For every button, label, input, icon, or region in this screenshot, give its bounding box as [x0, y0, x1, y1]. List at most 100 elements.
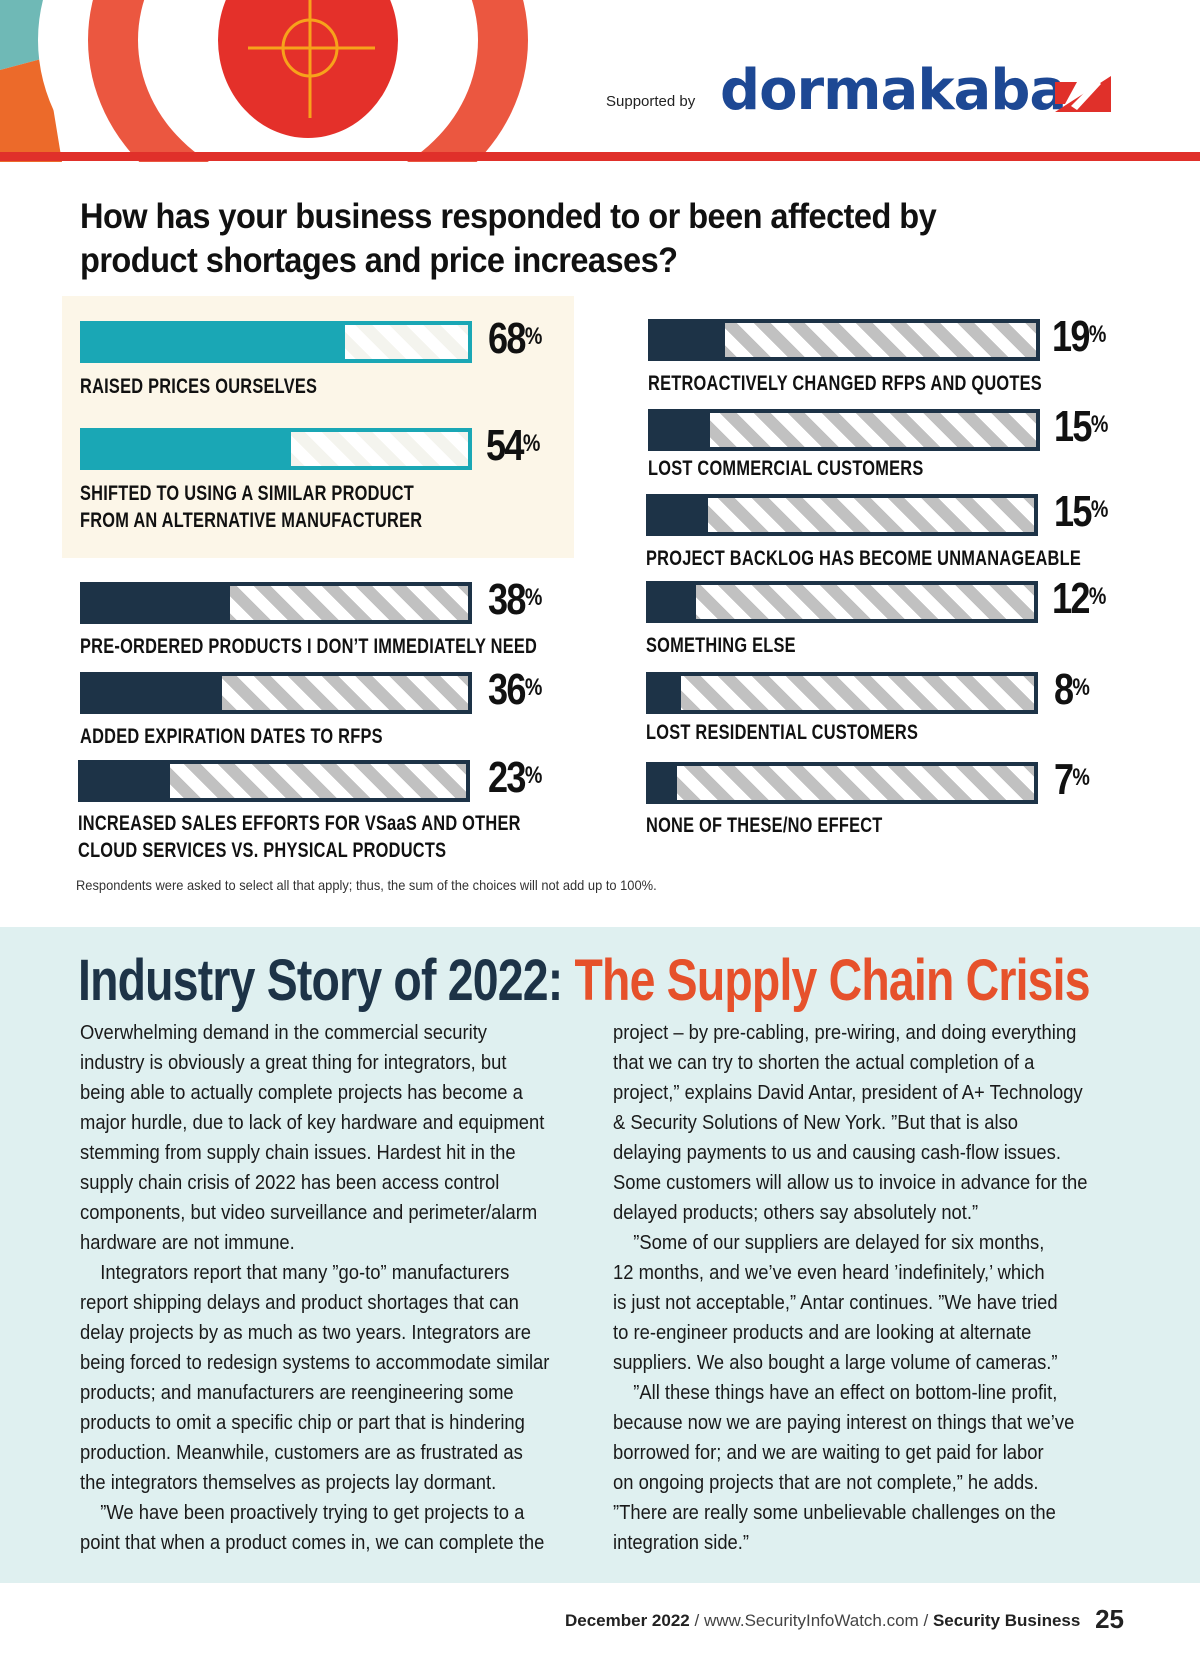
- value-number: 68: [488, 314, 526, 363]
- chart-footnote: Respondents were asked to select all tha…: [76, 877, 657, 893]
- label-line: SHIFTED TO USING A SIMILAR PRODUCT: [80, 482, 415, 505]
- story-text-line: ”All these things have an effect on bott…: [633, 1382, 1058, 1404]
- percent-sign: %: [522, 430, 541, 457]
- story-text-line: & Security Solutions of New York. ”But t…: [613, 1112, 1019, 1134]
- story-text-line: because now we are paying interest on th…: [613, 1412, 1075, 1434]
- story-text-line: Some customers will allow us to invoice …: [613, 1172, 1088, 1194]
- label-line: CLOUD SERVICES VS. PHYSICAL PRODUCTS: [78, 839, 447, 862]
- story-title-highlight: The Supply Chain Crisis: [574, 948, 1090, 1013]
- bar: [646, 494, 1038, 536]
- story-text-line: delaying payments to us and causing cash…: [613, 1142, 1061, 1164]
- value-number: 54: [486, 421, 524, 470]
- page-number: 25: [1095, 1604, 1124, 1634]
- footer-separator: /: [923, 1611, 929, 1630]
- story-text-line: point that when a product comes in, we c…: [80, 1532, 545, 1554]
- story-text-line: components, but video surveillance and p…: [80, 1202, 538, 1224]
- story-text-line: report shipping delays and product short…: [80, 1292, 519, 1314]
- bar-value-label: 15%: [1054, 490, 1108, 534]
- percent-sign: %: [1090, 411, 1109, 438]
- story-text-line: integration side.”: [613, 1532, 750, 1554]
- value-number: 7: [1054, 755, 1074, 804]
- header-illustration: [0, 0, 1200, 162]
- story-title: Industry Story of 2022: The Supply Chain…: [78, 948, 1091, 1014]
- story-text-line: stemming from supply chain issues. Harde…: [80, 1142, 516, 1164]
- bar-value-label: 15%: [1054, 405, 1108, 449]
- bar-value-label: 19%: [1052, 315, 1106, 359]
- label-line: RETROACTIVELY CHANGED RFPS AND QUOTES: [648, 372, 1042, 395]
- story-text-line: delayed products; others say absolutely …: [613, 1202, 979, 1224]
- bar: [78, 760, 470, 802]
- percent-sign: %: [524, 584, 543, 611]
- value-number: 15: [1054, 402, 1092, 451]
- label-line: INCREASED SALES EFFORTS FOR VSaaS AND OT…: [78, 812, 521, 835]
- bar-category-label: RAISED PRICES OURSELVES: [80, 373, 317, 400]
- footer-url[interactable]: www.SecurityInfoWatch.com: [703, 1611, 919, 1630]
- dormakaba-logo-mark-icon: [1055, 76, 1111, 112]
- bar-category-label: PRE-ORDERED PRODUCTS I DON’T IMMEDIATELY…: [80, 633, 537, 660]
- footer-separator: /: [694, 1611, 700, 1630]
- story-text-line: hardware are not immune.: [80, 1232, 295, 1254]
- value-number: 8: [1054, 665, 1074, 714]
- story-text-line: the integrators themselves as projects l…: [80, 1472, 497, 1494]
- bar-value-label: 8%: [1054, 668, 1090, 712]
- page-footer: December 2022 / www.SecurityInfoWatch.co…: [564, 1602, 1124, 1634]
- bar-value-label: 7%: [1054, 758, 1090, 802]
- bar-fill: [650, 766, 677, 800]
- story-column-right: project – by pre-cabling, pre-wiring, an…: [613, 1018, 1133, 1558]
- story-text-line: is just not acceptable,” Antar continues…: [613, 1292, 1058, 1314]
- label-line: LOST COMMERCIAL CUSTOMERS: [648, 457, 924, 480]
- bar-category-label: SOMETHING ELSE: [646, 632, 796, 659]
- bar-category-label: INCREASED SALES EFFORTS FOR VSaaS AND OT…: [78, 810, 521, 864]
- label-line: PROJECT BACKLOG HAS BECOME UNMANAGEABLE: [646, 547, 1082, 570]
- label-line: RAISED PRICES OURSELVES: [80, 375, 318, 398]
- bar-category-label: PROJECT BACKLOG HAS BECOME UNMANAGEABLE: [646, 545, 1081, 572]
- bar-fill: [82, 764, 171, 798]
- percent-sign: %: [524, 762, 543, 789]
- story-text-line: ”Some of our suppliers are delayed for s…: [633, 1232, 1045, 1254]
- value-number: 36: [488, 665, 526, 714]
- story-text-line: suppliers. We also bought a large volume…: [613, 1352, 1058, 1374]
- story-text-line: delay projects by as much as two years. …: [80, 1322, 532, 1344]
- bar-category-label: SHIFTED TO USING A SIMILAR PRODUCT FROM A…: [80, 480, 422, 534]
- bar: [80, 582, 472, 624]
- story-text-line: borrowed for; and we are waiting to get …: [613, 1442, 1044, 1464]
- bar: [648, 409, 1040, 451]
- header-red-rule: [0, 152, 1200, 161]
- value-number: 15: [1054, 487, 1092, 536]
- target-bullseye: [218, 0, 398, 138]
- story-text-line: being forced to redesign systems to acco…: [80, 1352, 550, 1374]
- story-text-line: supply chain crisis of 2022 has been acc…: [80, 1172, 500, 1194]
- percent-sign: %: [524, 674, 543, 701]
- story-text-line: that we can try to shorten the actual co…: [613, 1052, 1035, 1074]
- bar-category-label: ADDED EXPIRATION DATES TO RFPS: [80, 723, 383, 750]
- story-section: [0, 927, 1200, 1583]
- percent-sign: %: [524, 323, 543, 350]
- percent-sign: %: [1072, 764, 1090, 791]
- bar-value-label: 38%: [488, 578, 542, 622]
- story-text-line: project,” explains David Antar, presiden…: [613, 1082, 1083, 1104]
- label-line: PRE-ORDERED PRODUCTS I DON’T IMMEDIATELY…: [80, 635, 538, 658]
- percent-sign: %: [1072, 674, 1090, 701]
- bar-fill: [84, 325, 346, 359]
- bar: [646, 762, 1038, 804]
- story-text-line: Integrators report that many ”go-to” man…: [100, 1262, 510, 1284]
- dormakaba-logo: dormakaba: [720, 58, 1067, 123]
- bar-value-label: 12%: [1052, 577, 1106, 621]
- survey-question: How has your business responded to or be…: [80, 197, 937, 280]
- label-line: LOST RESIDENTIAL CUSTOMERS: [646, 721, 919, 744]
- footer-date: December 2022: [564, 1611, 690, 1630]
- story-text-line: major hurdle, due to lack of key hardwar…: [80, 1112, 545, 1134]
- bar-category-label: NONE OF THESE/NO EFFECT: [646, 812, 883, 839]
- target-illustration: [0, 0, 578, 162]
- bar: [80, 672, 472, 714]
- bar: [648, 319, 1040, 361]
- story-text-line: ”There are really some unbelievable chal…: [613, 1502, 1056, 1524]
- bar-value-label: 36%: [488, 668, 542, 712]
- story-text-line: products; and manufacturers are reengine…: [80, 1382, 514, 1404]
- bar-fill: [84, 432, 292, 466]
- bar-value-label: 54%: [486, 424, 540, 468]
- story-text-line: products to omit a specific chip or part…: [80, 1412, 525, 1434]
- bar-category-label: LOST RESIDENTIAL CUSTOMERS: [646, 719, 918, 746]
- value-number: 38: [488, 575, 526, 624]
- story-text-line: to re-engineer products and are looking …: [613, 1322, 1032, 1344]
